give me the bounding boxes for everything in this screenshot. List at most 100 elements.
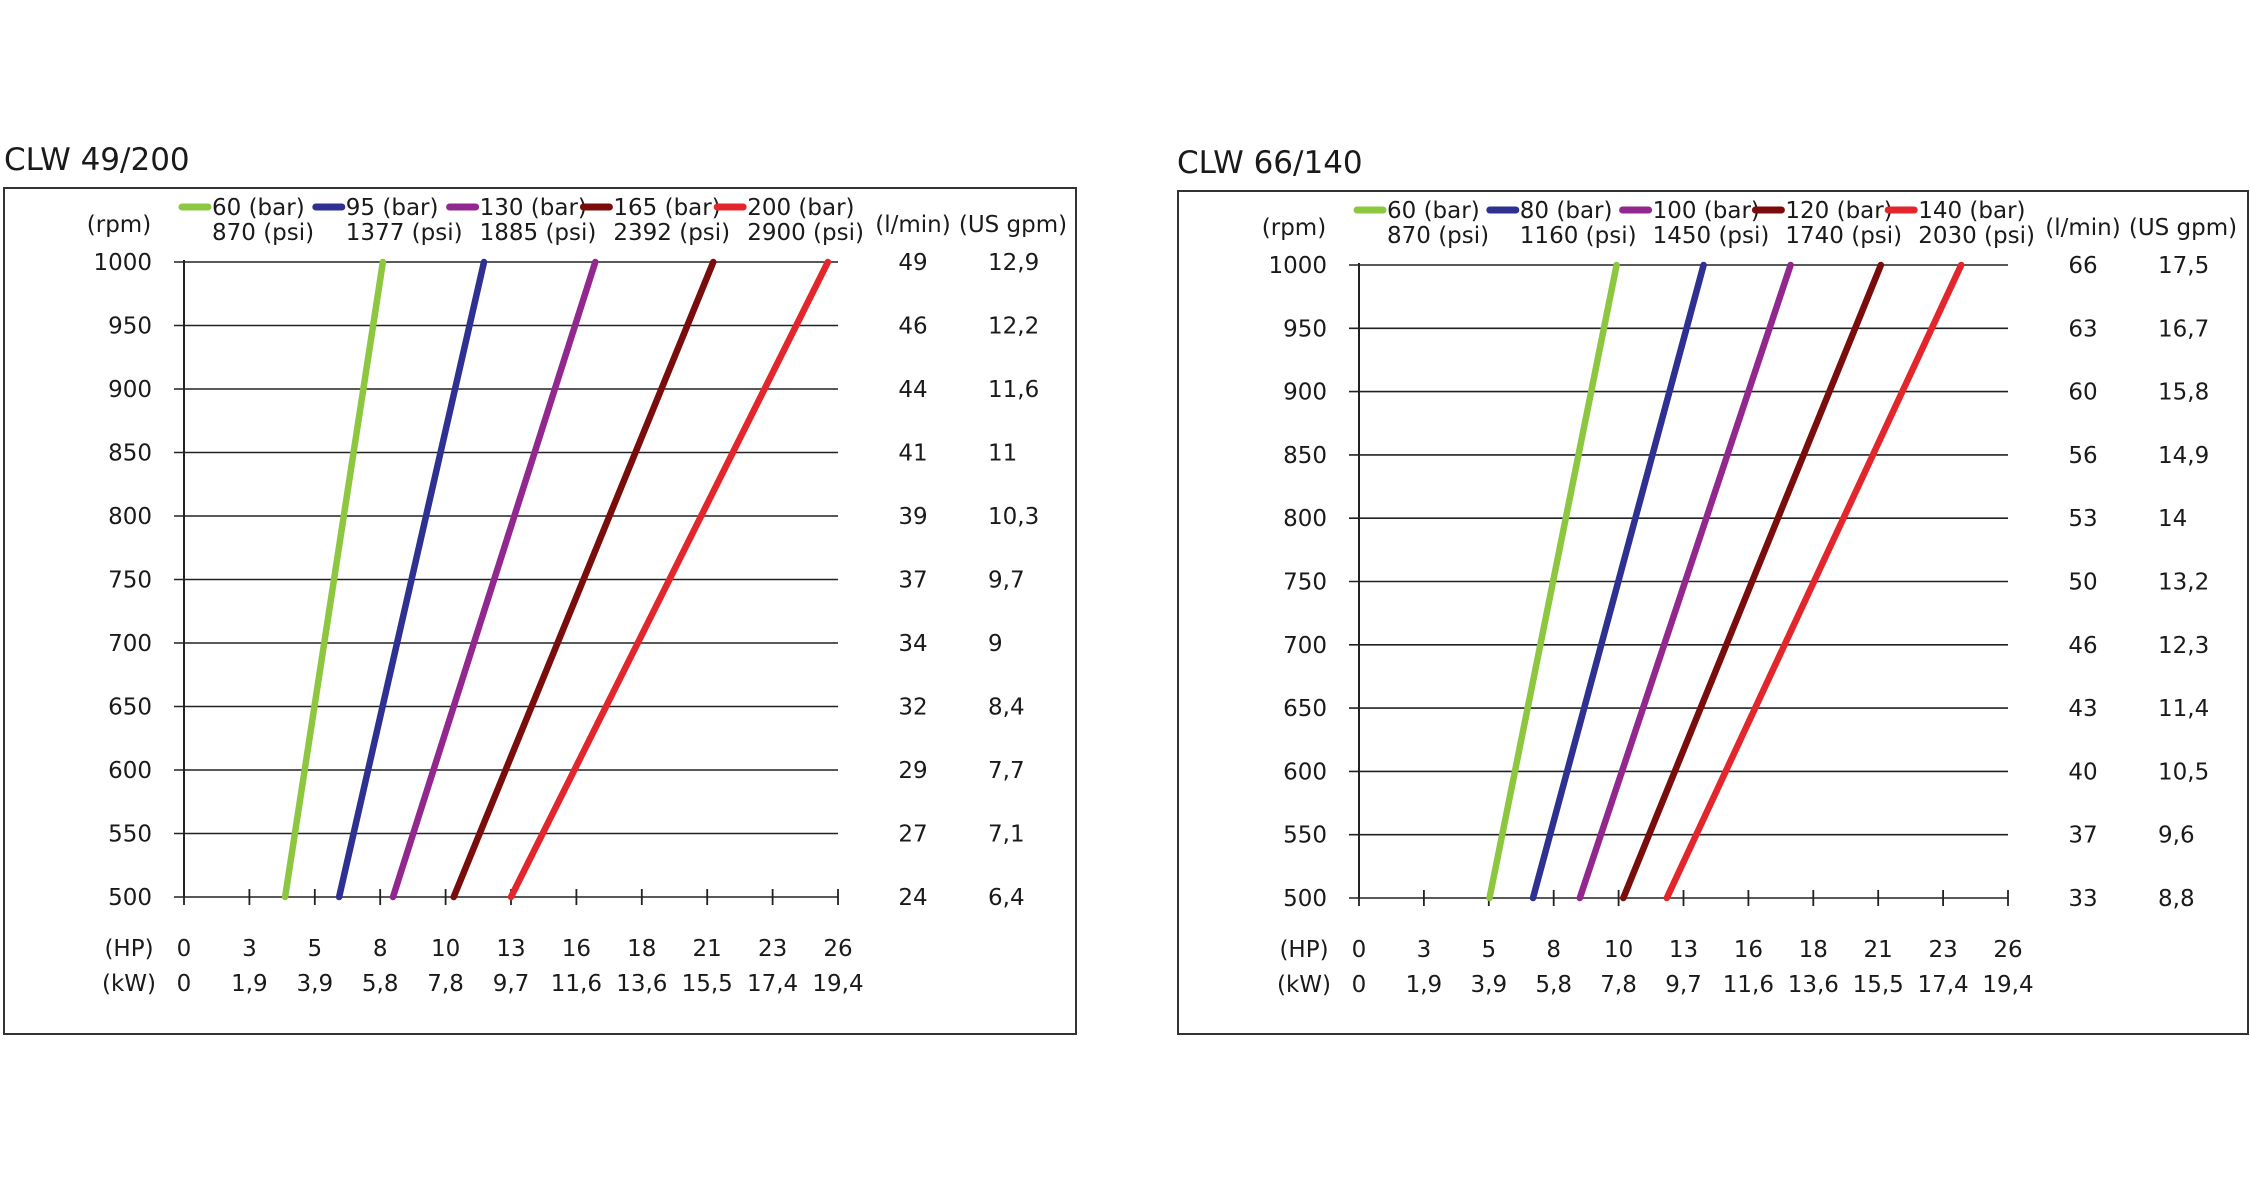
hp-tick-label: 23 bbox=[1928, 937, 1957, 963]
gpm-value: 9,6 bbox=[2158, 823, 2195, 849]
series-line bbox=[1576, 261, 1794, 902]
y-tick-label: 1000 bbox=[1268, 253, 1327, 279]
kw-tick-label: 19,4 bbox=[1982, 972, 2033, 998]
y-tick-label: 1000 bbox=[93, 250, 152, 276]
y-tick-label: 950 bbox=[108, 314, 152, 340]
hp-tick-label: 8 bbox=[373, 936, 388, 962]
gpm-value: 11,4 bbox=[2158, 696, 2209, 722]
kw-tick-label: 17,4 bbox=[1917, 972, 1968, 998]
y-axis-unit-rpm: (rpm) bbox=[1262, 215, 1326, 241]
gpm-value: 11,6 bbox=[988, 377, 1039, 403]
kw-tick-label: 3,9 bbox=[297, 971, 334, 997]
kw-tick-label: 11,6 bbox=[551, 971, 602, 997]
x-axis-unit-hp: (HP) bbox=[104, 936, 153, 962]
y-tick-label: 550 bbox=[1283, 823, 1327, 849]
y-tick-label: 850 bbox=[1283, 443, 1327, 469]
hp-tick-label: 3 bbox=[1417, 937, 1432, 963]
legend-label: 165 (bar) bbox=[613, 195, 720, 221]
legend-sublabel: 1377 (psi) bbox=[346, 220, 463, 246]
gpm-header: (US gpm) bbox=[2129, 215, 2237, 241]
legend-label: 140 (bar) bbox=[1918, 198, 2025, 224]
gpm-value: 9 bbox=[988, 631, 1003, 657]
flow-value: 56 bbox=[2068, 443, 2097, 469]
legend-label: 60 (bar) bbox=[212, 195, 305, 221]
legend-sublabel: 2030 (psi) bbox=[1918, 223, 2035, 249]
chart-frame bbox=[1177, 190, 2249, 1035]
series-line bbox=[1486, 261, 1620, 902]
kw-tick-label: 3,9 bbox=[1471, 972, 1508, 998]
gpm-value: 9,7 bbox=[988, 568, 1025, 594]
gpm-value: 12,9 bbox=[988, 250, 1039, 276]
chart-frame bbox=[3, 187, 1077, 1035]
legend-sublabel: 2392 (psi) bbox=[613, 220, 730, 246]
kw-tick-label: 5,8 bbox=[1535, 972, 1572, 998]
kw-tick-label: 0 bbox=[1352, 972, 1367, 998]
y-tick-label: 950 bbox=[1283, 316, 1327, 342]
gpm-value: 6,4 bbox=[988, 885, 1025, 911]
legend-sublabel: 1450 (psi) bbox=[1653, 223, 1770, 249]
x-axis-unit-kw: (kW) bbox=[102, 971, 156, 997]
kw-tick-label: 13,6 bbox=[1788, 972, 1839, 998]
y-tick-label: 750 bbox=[108, 568, 152, 594]
hp-tick-label: 10 bbox=[431, 936, 460, 962]
chart-title: CLW 49/200 bbox=[4, 142, 190, 178]
x-axis-unit-kw: (kW) bbox=[1277, 972, 1331, 998]
y-axis-unit-rpm: (rpm) bbox=[87, 212, 151, 238]
hp-tick-label: 26 bbox=[823, 936, 852, 962]
y-tick-label: 700 bbox=[1283, 633, 1327, 659]
legend-sublabel: 870 (psi) bbox=[212, 220, 314, 246]
y-tick-label: 600 bbox=[1283, 759, 1327, 785]
kw-tick-label: 7,8 bbox=[1600, 972, 1637, 998]
legend-label: 60 (bar) bbox=[1387, 198, 1480, 224]
y-tick-label: 650 bbox=[108, 695, 152, 721]
kw-tick-label: 1,9 bbox=[1406, 972, 1443, 998]
flow-value: 46 bbox=[2068, 633, 2097, 659]
gpm-value: 10,5 bbox=[2158, 759, 2209, 785]
y-tick-label: 900 bbox=[1283, 380, 1327, 406]
gpm-value: 12,2 bbox=[988, 314, 1039, 340]
flow-value: 44 bbox=[898, 377, 927, 403]
flow-header: (l/min) bbox=[875, 212, 950, 238]
gpm-value: 14,9 bbox=[2158, 443, 2209, 469]
legend-sublabel: 1160 (psi) bbox=[1520, 223, 1637, 249]
legend-label: 120 (bar) bbox=[1785, 198, 1892, 224]
kw-tick-label: 9,7 bbox=[493, 971, 530, 997]
kw-tick-label: 0 bbox=[177, 971, 192, 997]
series-line bbox=[335, 258, 488, 901]
legend-sublabel: 2900 (psi) bbox=[747, 220, 864, 246]
gpm-value: 17,5 bbox=[2158, 253, 2209, 279]
gpm-value: 8,4 bbox=[988, 695, 1025, 721]
hp-tick-label: 13 bbox=[1669, 937, 1698, 963]
hp-tick-label: 13 bbox=[496, 936, 525, 962]
gpm-value: 14 bbox=[2158, 506, 2187, 532]
flow-value: 29 bbox=[898, 758, 927, 784]
hp-tick-label: 16 bbox=[1734, 937, 1763, 963]
hp-tick-label: 18 bbox=[627, 936, 656, 962]
flow-value: 24 bbox=[898, 885, 927, 911]
kw-tick-label: 15,5 bbox=[682, 971, 733, 997]
series-line bbox=[507, 258, 832, 901]
y-tick-label: 500 bbox=[1283, 886, 1327, 912]
y-tick-label: 550 bbox=[108, 822, 152, 848]
legend-label: 130 (bar) bbox=[480, 195, 587, 221]
flow-value: 39 bbox=[898, 504, 927, 530]
series-line bbox=[1529, 261, 1707, 902]
kw-tick-label: 7,8 bbox=[427, 971, 464, 997]
series-line bbox=[1663, 261, 1965, 902]
kw-tick-label: 19,4 bbox=[812, 971, 863, 997]
y-tick-label: 750 bbox=[1283, 570, 1327, 596]
y-tick-label: 500 bbox=[108, 885, 152, 911]
gpm-value: 12,3 bbox=[2158, 633, 2209, 659]
legend-label: 95 (bar) bbox=[346, 195, 439, 221]
legend-label: 80 (bar) bbox=[1520, 198, 1613, 224]
legend-sublabel: 870 (psi) bbox=[1387, 223, 1489, 249]
flow-value: 43 bbox=[2068, 696, 2097, 722]
y-tick-label: 900 bbox=[108, 377, 152, 403]
hp-tick-label: 18 bbox=[1799, 937, 1828, 963]
hp-tick-label: 5 bbox=[1481, 937, 1496, 963]
flow-value: 34 bbox=[898, 631, 927, 657]
series-line bbox=[389, 258, 599, 901]
gpm-value: 15,8 bbox=[2158, 380, 2209, 406]
flow-value: 66 bbox=[2068, 253, 2097, 279]
